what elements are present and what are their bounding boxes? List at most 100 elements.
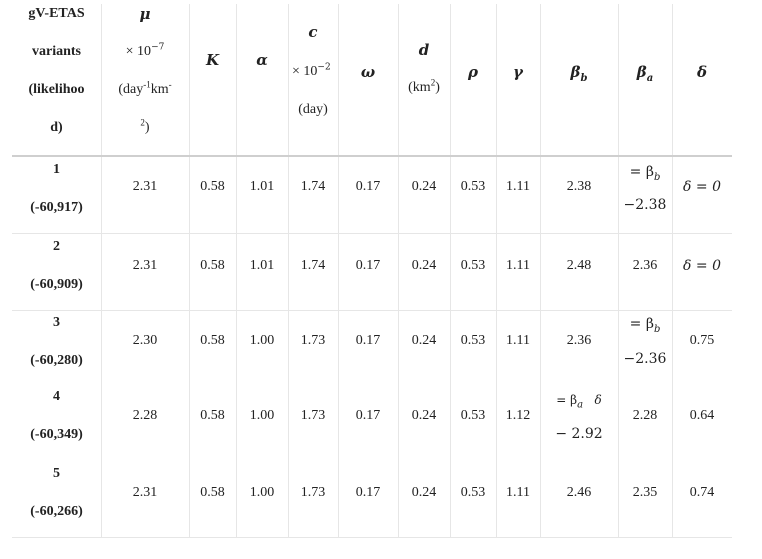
header-variants-line1: gV-ETAS bbox=[28, 6, 85, 21]
header-alpha: α bbox=[256, 51, 268, 69]
cell-mu: 2.30 bbox=[132, 333, 158, 348]
cell-beta-a-eq-text: = β bbox=[629, 316, 654, 332]
cell-beta-a: 2.36 bbox=[632, 258, 658, 273]
cell-alpha: 1.00 bbox=[249, 485, 275, 500]
cell-d: 0.24 bbox=[411, 408, 437, 423]
header-d-unit-a: (km bbox=[408, 80, 431, 95]
grid-line bbox=[618, 4, 619, 538]
header-d-unit-b: 2 bbox=[430, 77, 436, 88]
cell-alpha: 1.01 bbox=[249, 258, 275, 273]
header-d-unit-c: ) bbox=[435, 80, 440, 95]
header-beta-b: βb bbox=[540, 63, 618, 84]
cell-mu: 2.28 bbox=[132, 408, 158, 423]
cell-rho: 0.53 bbox=[460, 333, 486, 348]
grid-line bbox=[672, 4, 673, 538]
cell-rho: 0.53 bbox=[460, 258, 486, 273]
cell-beta-b-value: − 2.92 bbox=[555, 426, 603, 442]
cell-gamma: 1.11 bbox=[506, 179, 530, 194]
header-d-unit: (km2) bbox=[398, 77, 450, 96]
cell-gamma: 1.12 bbox=[505, 408, 531, 423]
cell-beta-a-eq: = βb bbox=[618, 316, 672, 334]
cell-alpha: 1.00 bbox=[249, 333, 275, 348]
cell-delta: 0.74 bbox=[689, 485, 715, 500]
header-beta-a-sub: a bbox=[646, 73, 654, 84]
cell-mu: 2.31 bbox=[132, 179, 158, 194]
cell-beta-a-value: −2.38 bbox=[623, 197, 667, 213]
row-id: 4 bbox=[53, 389, 60, 404]
cell-d: 0.24 bbox=[411, 179, 437, 194]
grid-line bbox=[496, 4, 497, 538]
cell-beta-a-eq-sub: b bbox=[653, 171, 661, 183]
cell-c: 1.73 bbox=[300, 408, 326, 423]
header-rule bbox=[12, 155, 732, 157]
header-c-unit: (day) bbox=[298, 102, 328, 117]
cell-omega: 0.17 bbox=[355, 408, 381, 423]
cell-c: 1.74 bbox=[300, 258, 326, 273]
bottom-rule bbox=[12, 537, 732, 538]
row-id: 1 bbox=[53, 162, 60, 177]
row-id: 2 bbox=[53, 239, 60, 254]
row-rule bbox=[12, 310, 732, 311]
cell-delta: 0.75 bbox=[689, 333, 715, 348]
row-id: 3 bbox=[53, 315, 60, 330]
header-variants-line3: (likelihoo bbox=[28, 82, 85, 97]
cell-K: 0.58 bbox=[200, 179, 225, 194]
cell-rho: 0.53 bbox=[460, 485, 486, 500]
cell-delta: δ = 0 bbox=[683, 179, 721, 195]
header-mu-unit-b: -1 bbox=[143, 79, 151, 90]
cell-delta: 0.64 bbox=[689, 408, 715, 423]
row-likelihood: (-60,280) bbox=[30, 353, 83, 368]
header-mu-unit-e: 2 bbox=[140, 117, 145, 128]
grid-line bbox=[101, 4, 102, 538]
cell-beta-b: 2.48 bbox=[566, 258, 592, 273]
cell-c: 1.73 bbox=[300, 333, 326, 348]
header-beta-b-sym: β bbox=[570, 63, 581, 81]
header-K: K bbox=[205, 51, 220, 69]
header-mu-unit: (day-1km- bbox=[101, 79, 189, 98]
row-likelihood: (-60,349) bbox=[30, 427, 83, 442]
cell-beta-b-eq: = βa δ bbox=[540, 392, 618, 410]
cell-K: 0.58 bbox=[200, 408, 225, 423]
header-beta-a-sym: β bbox=[636, 63, 647, 81]
grid-line bbox=[398, 4, 399, 538]
header-beta-a: βa bbox=[618, 63, 672, 84]
cell-gamma: 1.11 bbox=[506, 258, 530, 273]
header-c-scale-text: × 10 bbox=[292, 64, 318, 79]
cell-K: 0.58 bbox=[200, 333, 225, 348]
grid-line bbox=[450, 4, 451, 538]
cell-beta-a-eq-text: = β bbox=[629, 164, 654, 180]
cell-mu: 2.31 bbox=[132, 485, 158, 500]
header-variants-line4: d) bbox=[50, 120, 63, 135]
grid-line bbox=[189, 4, 190, 538]
grid-line bbox=[288, 4, 289, 538]
grid-line bbox=[236, 4, 237, 538]
header-delta: δ bbox=[696, 63, 707, 81]
cell-gamma: 1.11 bbox=[506, 333, 530, 348]
cell-alpha: 1.01 bbox=[249, 179, 275, 194]
cell-K: 0.58 bbox=[200, 485, 225, 500]
header-mu-unit-tail: 2) bbox=[101, 117, 189, 136]
header-omega: ω bbox=[360, 63, 376, 81]
header-variants-line2: variants bbox=[32, 44, 81, 59]
cell-omega: 0.17 bbox=[355, 179, 381, 194]
header-mu-exp: −7 bbox=[151, 42, 165, 53]
cell-beta-b-eq-tail: δ bbox=[583, 393, 602, 407]
cell-beta-a: 2.35 bbox=[632, 485, 658, 500]
row-likelihood: (-60,917) bbox=[30, 200, 83, 215]
header-d: d bbox=[418, 41, 430, 59]
cell-beta-b: 2.46 bbox=[566, 485, 592, 500]
cell-rho: 0.53 bbox=[460, 179, 486, 194]
cell-beta-a-eq: = βb bbox=[618, 164, 672, 183]
cell-c: 1.74 bbox=[300, 179, 326, 194]
cell-delta: δ = 0 bbox=[683, 258, 721, 274]
header-mu-unit-f: ) bbox=[144, 120, 150, 135]
cell-beta-b-eq-text: = β bbox=[556, 393, 578, 407]
header-mu: μ bbox=[139, 5, 151, 23]
row-rule bbox=[12, 233, 732, 234]
row-likelihood: (-60,266) bbox=[30, 504, 83, 519]
cell-beta-b: 2.38 bbox=[566, 179, 592, 194]
grid-line bbox=[338, 4, 339, 538]
cell-c: 1.73 bbox=[300, 485, 326, 500]
header-beta-b-sub: b bbox=[580, 73, 588, 84]
cell-alpha: 1.00 bbox=[249, 408, 275, 423]
